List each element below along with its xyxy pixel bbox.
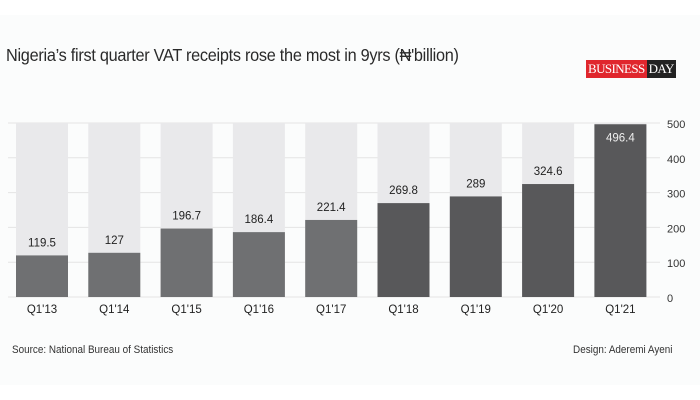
data-label: 119.5	[28, 237, 56, 249]
data-label: 289	[466, 178, 485, 190]
businessday-logo: BUSINESS DAY	[586, 60, 676, 78]
x-tick-label: Q1'15	[171, 304, 201, 316]
source-note: Source: National Bureau of Statistics	[12, 344, 174, 356]
x-tick-label: Q1'19	[461, 304, 491, 316]
data-label: 196.7	[172, 211, 201, 223]
data-label: 127	[105, 235, 124, 247]
y-tick-label: 100	[667, 258, 685, 270]
data-label: 496.4	[606, 132, 635, 144]
x-tick-label: Q1'16	[244, 304, 274, 316]
bar	[88, 252, 141, 297]
x-tick-label: Q1'17	[316, 304, 346, 316]
bar	[522, 184, 575, 297]
bar	[377, 203, 430, 297]
bar	[232, 232, 285, 297]
y-tick-label: 300	[667, 189, 685, 201]
bar	[160, 228, 213, 297]
y-tick-label: 0	[667, 293, 673, 305]
data-label: 269.8	[389, 185, 418, 197]
y-tick-label: 400	[667, 154, 685, 166]
bar	[16, 255, 68, 297]
x-tick-label: Q1'20	[533, 304, 563, 316]
bar	[449, 196, 502, 297]
bar	[305, 219, 358, 297]
logo-business: BUSINESS	[586, 60, 647, 78]
y-tick-label: 200	[667, 223, 685, 235]
data-label: 186.4	[245, 214, 274, 226]
data-label: 221.4	[317, 202, 346, 214]
data-label: 324.6	[534, 166, 563, 178]
design-credit: Design: Aderemi Ayeni	[572, 344, 672, 356]
x-tick-label: Q1'18	[388, 304, 418, 316]
bar	[594, 124, 647, 297]
x-tick-label: Q1'21	[605, 304, 635, 316]
x-tick-label: Q1'14	[99, 304, 130, 316]
y-tick-label: 500	[667, 119, 685, 131]
chart-title: Nigeria’s first quarter VAT receipts ros…	[6, 45, 459, 65]
x-tick-label: Q1'13	[27, 304, 57, 316]
logo-day: DAY	[646, 60, 676, 78]
